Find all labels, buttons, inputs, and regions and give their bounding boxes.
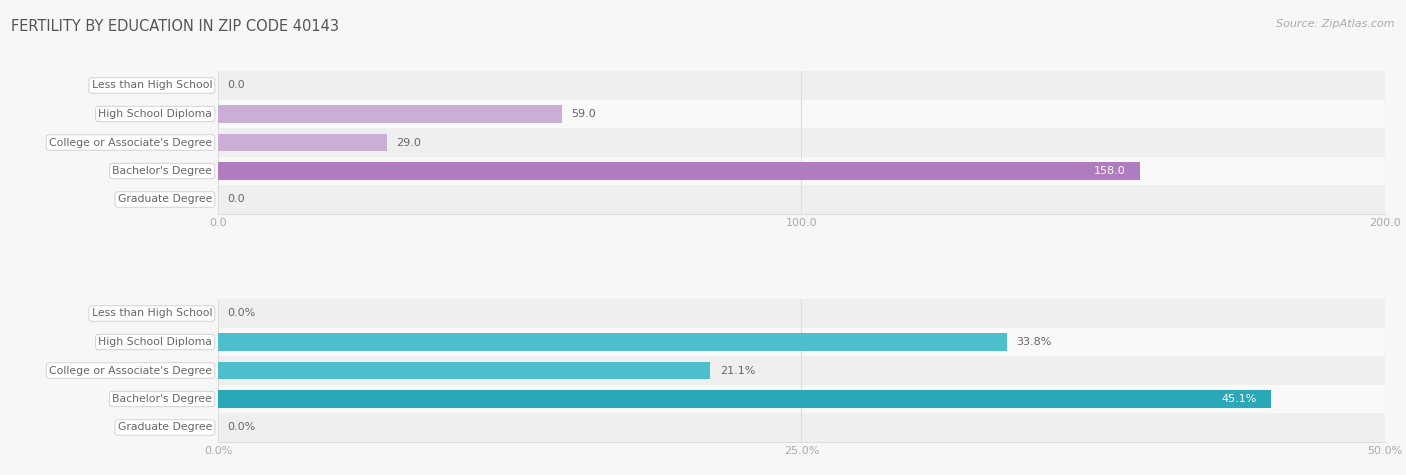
Bar [218, 299, 1385, 328]
Text: College or Associate's Degree: College or Associate's Degree [49, 365, 212, 376]
Text: 158.0: 158.0 [1094, 166, 1126, 176]
Bar [218, 100, 1385, 128]
Text: Graduate Degree: Graduate Degree [118, 422, 212, 433]
Text: Bachelor's Degree: Bachelor's Degree [112, 166, 212, 176]
Bar [218, 128, 1385, 157]
Text: Bachelor's Degree: Bachelor's Degree [112, 394, 212, 404]
Text: 33.8%: 33.8% [1017, 337, 1052, 347]
Bar [218, 385, 1385, 413]
Bar [218, 162, 1140, 180]
Text: 45.1%: 45.1% [1222, 394, 1257, 404]
Bar [218, 185, 1385, 214]
Text: 0.0: 0.0 [228, 194, 245, 205]
Bar [218, 157, 1385, 185]
Bar [218, 356, 1385, 385]
Text: 0.0: 0.0 [228, 80, 245, 91]
Bar [218, 133, 387, 152]
Bar [218, 105, 562, 123]
Text: Less than High School: Less than High School [91, 80, 212, 91]
Text: Less than High School: Less than High School [91, 308, 212, 319]
Bar [218, 413, 1385, 442]
Text: High School Diploma: High School Diploma [98, 337, 212, 347]
Text: 21.1%: 21.1% [720, 365, 755, 376]
Bar [218, 361, 710, 380]
Text: Source: ZipAtlas.com: Source: ZipAtlas.com [1277, 19, 1395, 29]
Bar [218, 390, 1271, 408]
Text: 29.0: 29.0 [396, 137, 422, 148]
Text: College or Associate's Degree: College or Associate's Degree [49, 137, 212, 148]
Bar [218, 328, 1385, 356]
Text: 0.0%: 0.0% [228, 422, 256, 433]
Text: 59.0: 59.0 [571, 109, 596, 119]
Text: 0.0%: 0.0% [228, 308, 256, 319]
Text: FERTILITY BY EDUCATION IN ZIP CODE 40143: FERTILITY BY EDUCATION IN ZIP CODE 40143 [11, 19, 339, 34]
Text: Graduate Degree: Graduate Degree [118, 194, 212, 205]
Bar [218, 333, 1007, 351]
Text: High School Diploma: High School Diploma [98, 109, 212, 119]
Bar [218, 71, 1385, 100]
